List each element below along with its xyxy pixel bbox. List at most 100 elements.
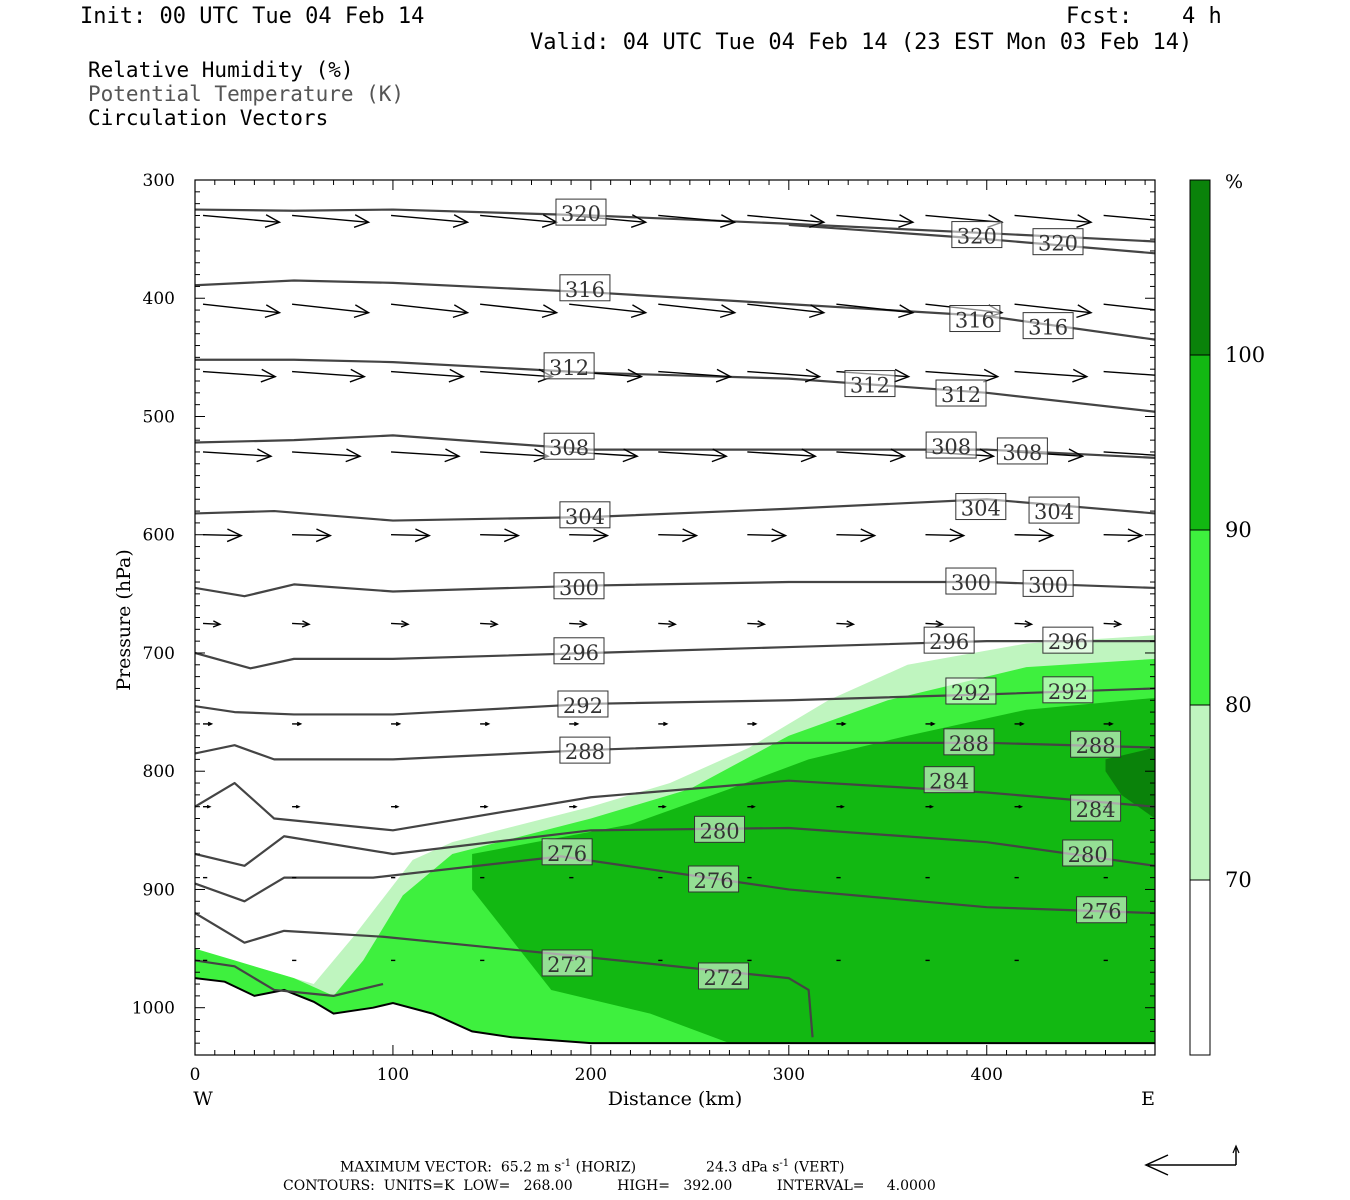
colorbar-segment [1190,530,1210,705]
circulation-vector [747,303,824,314]
terrain-layer [195,977,1155,1055]
theta-label-box [559,501,611,529]
circulation-vector [1014,214,1092,223]
vector-head [260,368,277,383]
circulation-vector [202,622,221,625]
circulation-vector [569,622,587,625]
circulation-vector [292,451,361,457]
theta-label: 292 [951,681,991,705]
theta-label: 316 [955,309,995,333]
theta-label: 296 [1048,630,1088,654]
y-tick-label: 900 [143,880,175,900]
circulation-vector [747,370,820,378]
vector-head [1076,214,1093,228]
colorbar-segment [1190,180,1210,355]
vector-head [978,448,996,463]
theta-label-box [1042,676,1094,704]
circulation-vector [1103,303,1155,311]
circulation-vector [747,534,786,537]
terrain-line [195,977,1155,1045]
theta-label: 280 [1068,843,1108,867]
vector-head [448,368,465,383]
theta-label: 280 [699,819,739,843]
theta-label-box [1070,794,1122,822]
theta-label-box [1022,569,1074,597]
vector-head [846,620,856,628]
vector-layer [202,214,1181,962]
vector-head [395,721,402,727]
circulation-vector [291,303,369,314]
circulation-vector [658,534,697,537]
theta-label: 320 [957,225,997,249]
circulation-vector [925,370,998,378]
vector-head [622,448,639,463]
vector-head [682,528,699,543]
vector-head [1024,620,1034,628]
footer-max-vector: MAXIMUM VECTOR: 65.2 m s-1 (HORIZ) 24.3 d… [340,1158,844,1176]
max-vector-vert: 24.3 dPa s [706,1159,780,1176]
vector-head [809,214,826,228]
colorbar-level-label: 70 [1225,868,1252,892]
vector-head [489,620,499,628]
contour-label-layer: 320 320 320 316 316 316 312 312 312 308 308 308 304 3… [541,198,1128,990]
circulation-vector [202,214,280,223]
vector-head [1166,215,1181,228]
vector-head [353,214,371,228]
vector-head [1113,620,1123,628]
theta-label-box [543,432,595,460]
vector-head [630,304,648,319]
vector-head [264,214,282,228]
vector-head [630,214,648,228]
y-tick-label: 700 [143,644,175,664]
theta-label-box [925,431,977,459]
circulation-vector [658,451,727,457]
theta-label: 320 [561,202,601,226]
vector-head [1067,448,1085,463]
circulation-vector [391,622,409,625]
theta-label: 292 [563,694,603,718]
vector-head [444,448,461,463]
vector-head [771,528,788,543]
theta-contour-312 [195,358,1155,413]
theta-contour-268 [195,959,384,997]
circulation-vector [836,451,905,457]
vector-head [349,368,367,383]
vector-head [898,214,915,228]
vector-head [1157,449,1171,462]
vector-head [301,620,311,628]
y-tick-label: 500 [143,407,175,427]
circulation-vector [658,214,735,223]
x-axis-label: Distance (km) [608,1088,743,1110]
theta-label: 272 [547,953,587,977]
vector-head [315,528,333,543]
circulation-vector [925,622,943,625]
theta-label-box [955,493,1007,521]
theta-label-box [945,677,997,705]
circulation-vector [202,370,276,378]
circulation-vector [480,451,549,457]
theta-label: 296 [929,630,969,654]
terrain-fill [195,978,1155,1055]
vector-head [484,721,491,727]
circulation-vector [925,534,964,537]
circulation-vector [836,534,875,537]
circulation-vector [202,451,272,457]
vector-head [573,721,580,727]
circulation-vector [1103,451,1155,456]
x-tick-label: 400 [971,1065,1003,1085]
vector-head [483,804,489,809]
theta-label-box [1028,496,1080,524]
circulation-vector [836,622,854,625]
vector-head [541,304,559,319]
circulation-vector [1014,370,1087,378]
x-tick-label: 300 [773,1065,805,1085]
vector-head [1018,804,1024,809]
theta-label-box [553,637,605,665]
theta-label-box [996,437,1048,465]
theta-label: 308 [931,435,971,459]
circulation-vector [480,214,557,223]
circulation-vector [390,303,468,314]
vector-head [572,804,578,809]
circulation-vector [480,534,519,537]
circulation-vector [202,303,280,314]
